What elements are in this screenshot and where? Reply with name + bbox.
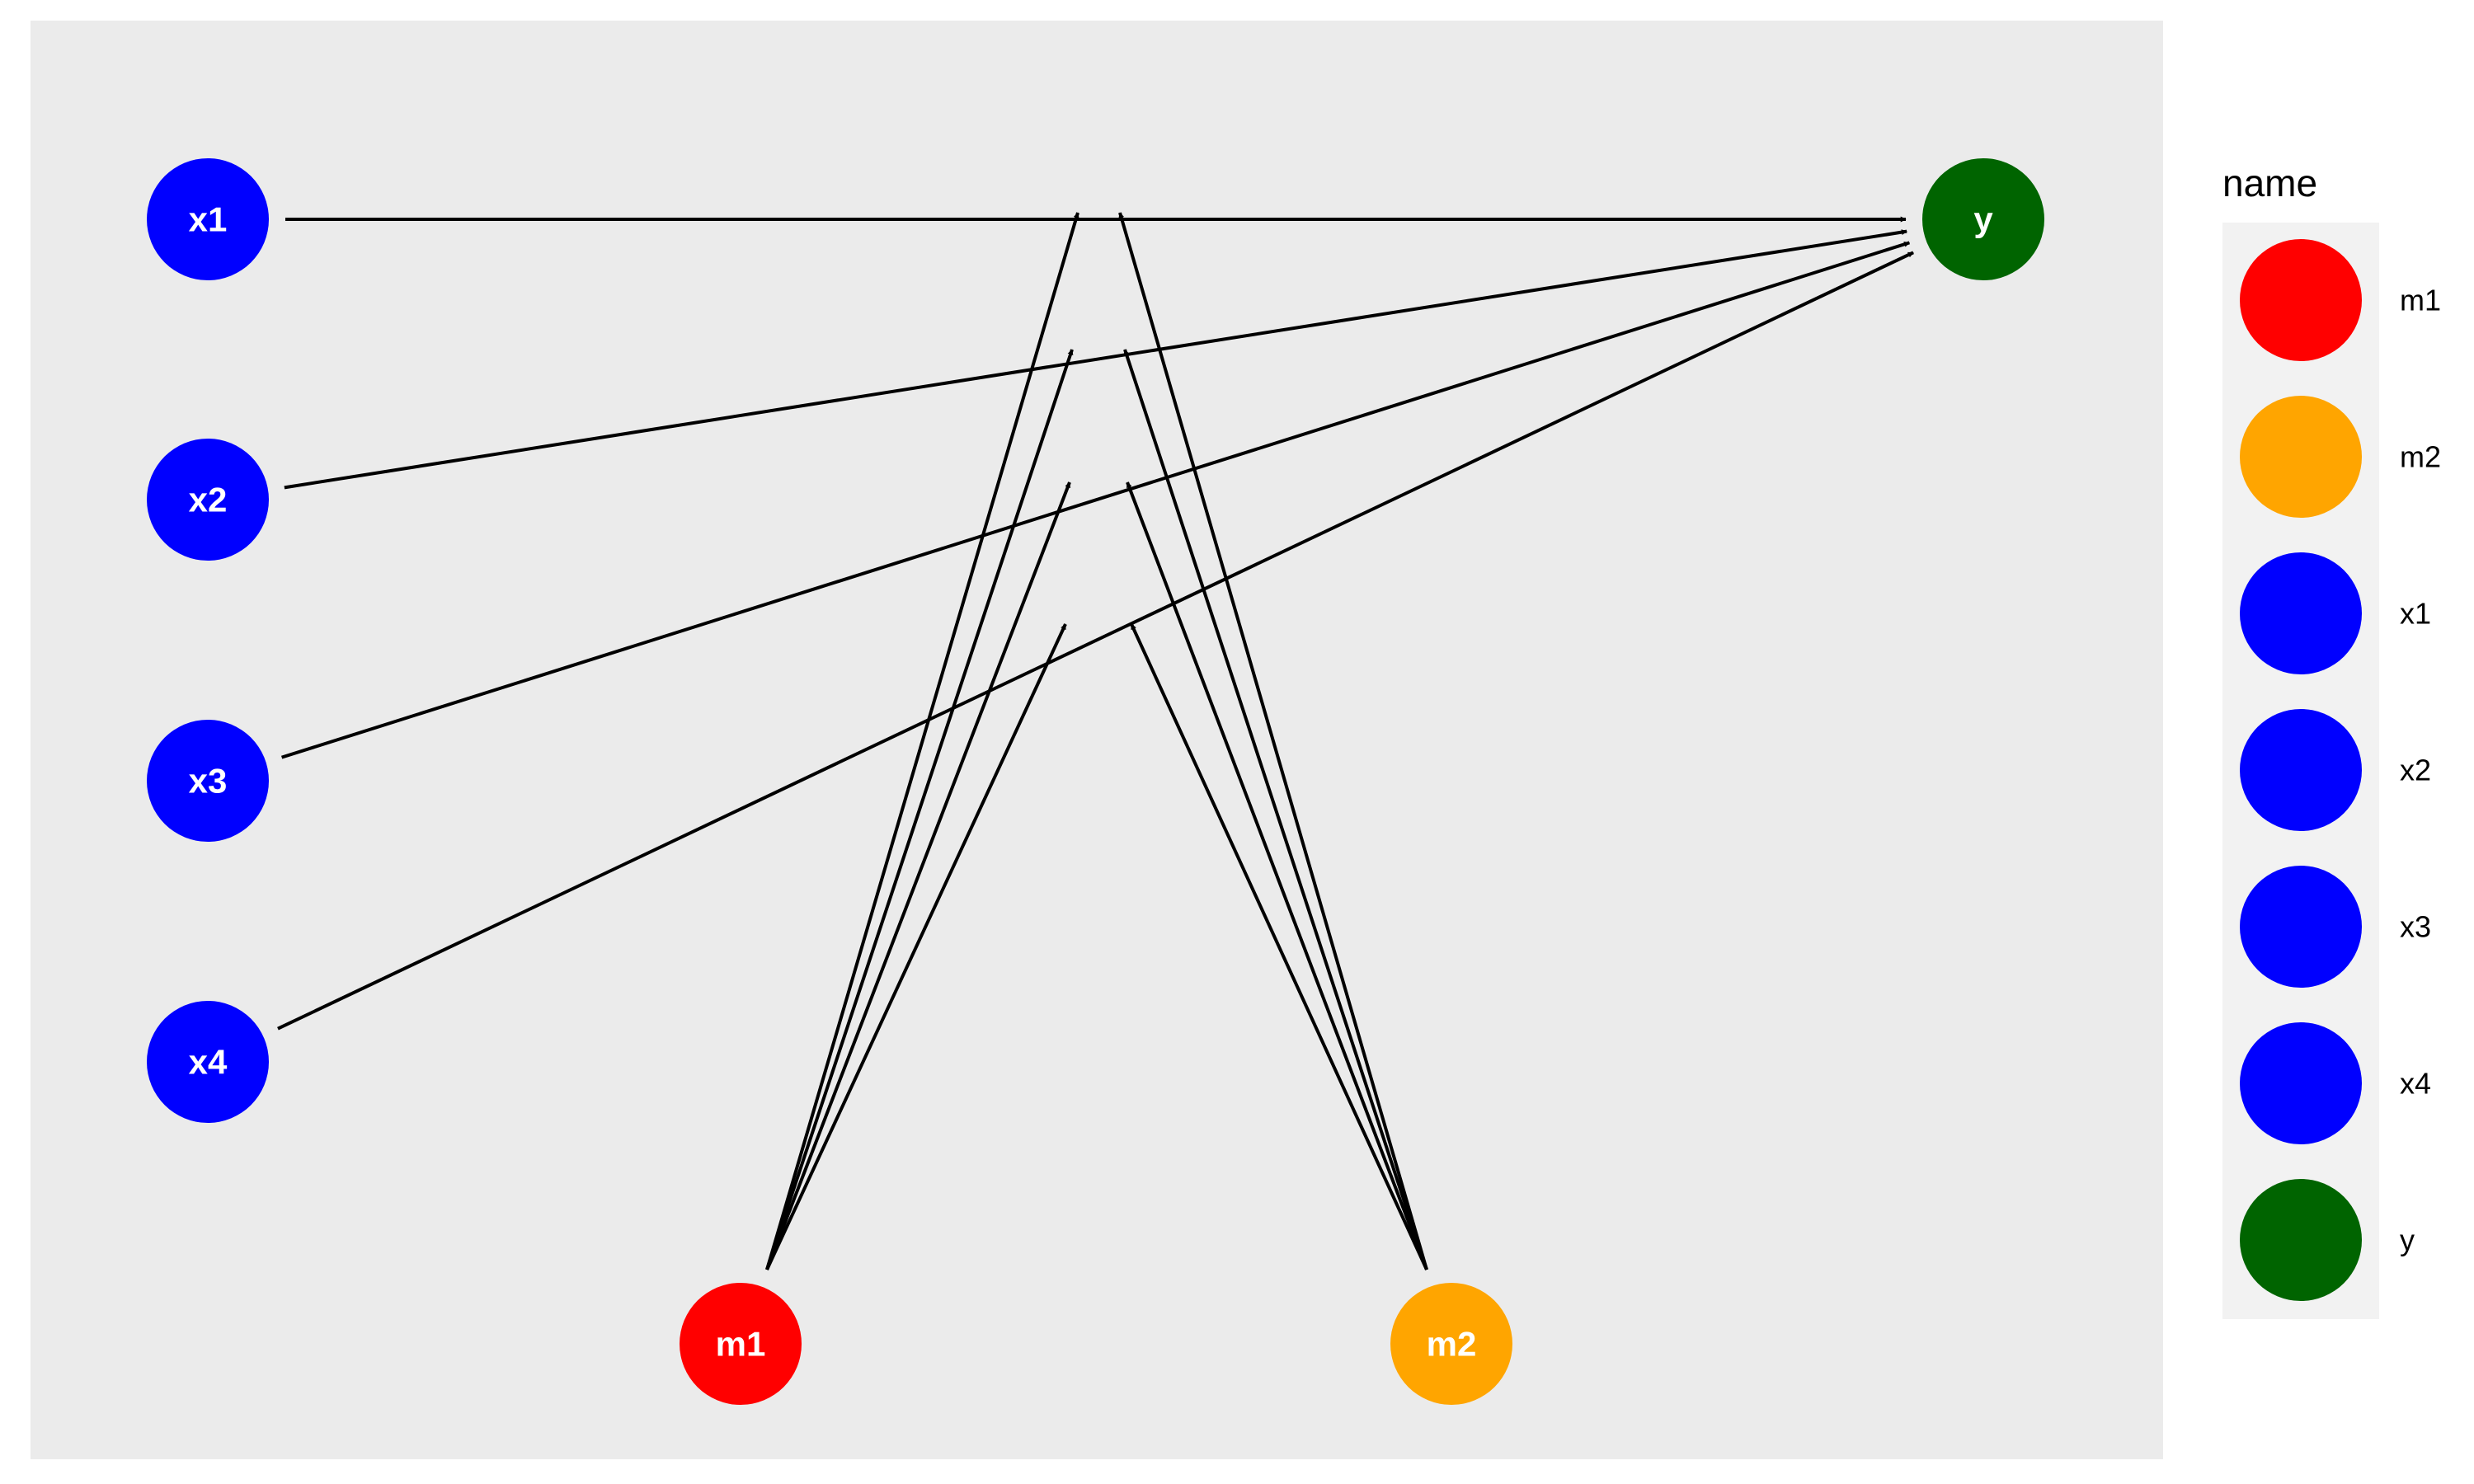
edge-m2-to-x4-y xyxy=(1130,623,1428,1270)
edge-m1-to-x4-y xyxy=(765,623,1067,1270)
legend-swatch-m1 xyxy=(2240,239,2362,361)
node-circle-m2 xyxy=(1390,1283,1512,1405)
legend-items: m1 m2 x1 x2 x3 x4 y xyxy=(2240,239,2441,1301)
edge-x2-to-y xyxy=(284,229,1907,490)
node-label-m2: m2 xyxy=(1427,1325,1477,1364)
node-circle-x3 xyxy=(147,720,269,842)
node-label-x3: x3 xyxy=(189,762,228,801)
node-x2: x2 xyxy=(147,439,269,561)
edge-m1-to-x2-y xyxy=(765,349,1074,1270)
edge-m2-to-x3-y xyxy=(1126,481,1428,1270)
legend-swatch-x1 xyxy=(2240,552,2362,674)
legend-item-x1: x1 xyxy=(2240,552,2431,674)
legend-swatch-m2 xyxy=(2240,396,2362,518)
legend-label-x2: x2 xyxy=(2400,754,2431,787)
legend-label-x4: x4 xyxy=(2400,1067,2431,1101)
legend-label-m2: m2 xyxy=(2400,440,2441,474)
legend-label-m1: m1 xyxy=(2400,284,2441,317)
legend-item-m2: m2 xyxy=(2240,396,2441,518)
node-x3: x3 xyxy=(147,720,269,842)
edges-layer xyxy=(277,212,1914,1270)
node-label-x1: x1 xyxy=(189,200,228,239)
edge-x3-to-y xyxy=(281,241,1911,759)
node-x4: x4 xyxy=(147,1001,269,1123)
node-m1: m1 xyxy=(680,1283,802,1405)
legend-title: name xyxy=(2222,162,2317,204)
node-label-m1: m1 xyxy=(716,1325,766,1364)
plot-panel xyxy=(31,21,2163,1459)
legend-label-x1: x1 xyxy=(2400,597,2431,631)
legend-item-m1: m1 xyxy=(2240,239,2441,361)
node-label-x4: x4 xyxy=(189,1043,228,1082)
node-circle-m1 xyxy=(680,1283,802,1405)
edge-m1-to-x1-y xyxy=(765,212,1079,1270)
node-circle-y xyxy=(1922,158,2044,280)
node-label-y: y xyxy=(1973,200,1993,239)
node-circle-x2 xyxy=(147,439,269,561)
legend: name m1 m2 x1 x2 x3 x4 y xyxy=(2222,162,2441,1319)
legend-item-x2: x2 xyxy=(2240,709,2431,831)
legend-swatch-y xyxy=(2240,1179,2362,1301)
legend-item-x4: x4 xyxy=(2240,1022,2431,1144)
legend-label-y: y xyxy=(2400,1223,2415,1257)
edge-x4-to-y xyxy=(277,251,1914,1031)
node-x1: x1 xyxy=(147,158,269,280)
node-circle-x4 xyxy=(147,1001,269,1123)
legend-swatch-x2 xyxy=(2240,709,2362,831)
node-circle-x1 xyxy=(147,158,269,280)
legend-label-x3: x3 xyxy=(2400,910,2431,944)
legend-item-y: y xyxy=(2240,1179,2415,1301)
edge-m2-to-x1-y xyxy=(1118,212,1428,1270)
node-y: y xyxy=(1922,158,2044,280)
legend-swatch-x3 xyxy=(2240,866,2362,988)
edge-m2-to-x2-y xyxy=(1123,349,1428,1270)
node-label-x2: x2 xyxy=(189,481,228,519)
legend-swatch-x4 xyxy=(2240,1022,2362,1144)
edge-m1-to-x3-y xyxy=(765,481,1071,1270)
nodes-layer: x1 x2 x3 x4 m1 m2 y xyxy=(147,158,2044,1405)
node-m2: m2 xyxy=(1390,1283,1512,1405)
legend-item-x3: x3 xyxy=(2240,866,2431,988)
